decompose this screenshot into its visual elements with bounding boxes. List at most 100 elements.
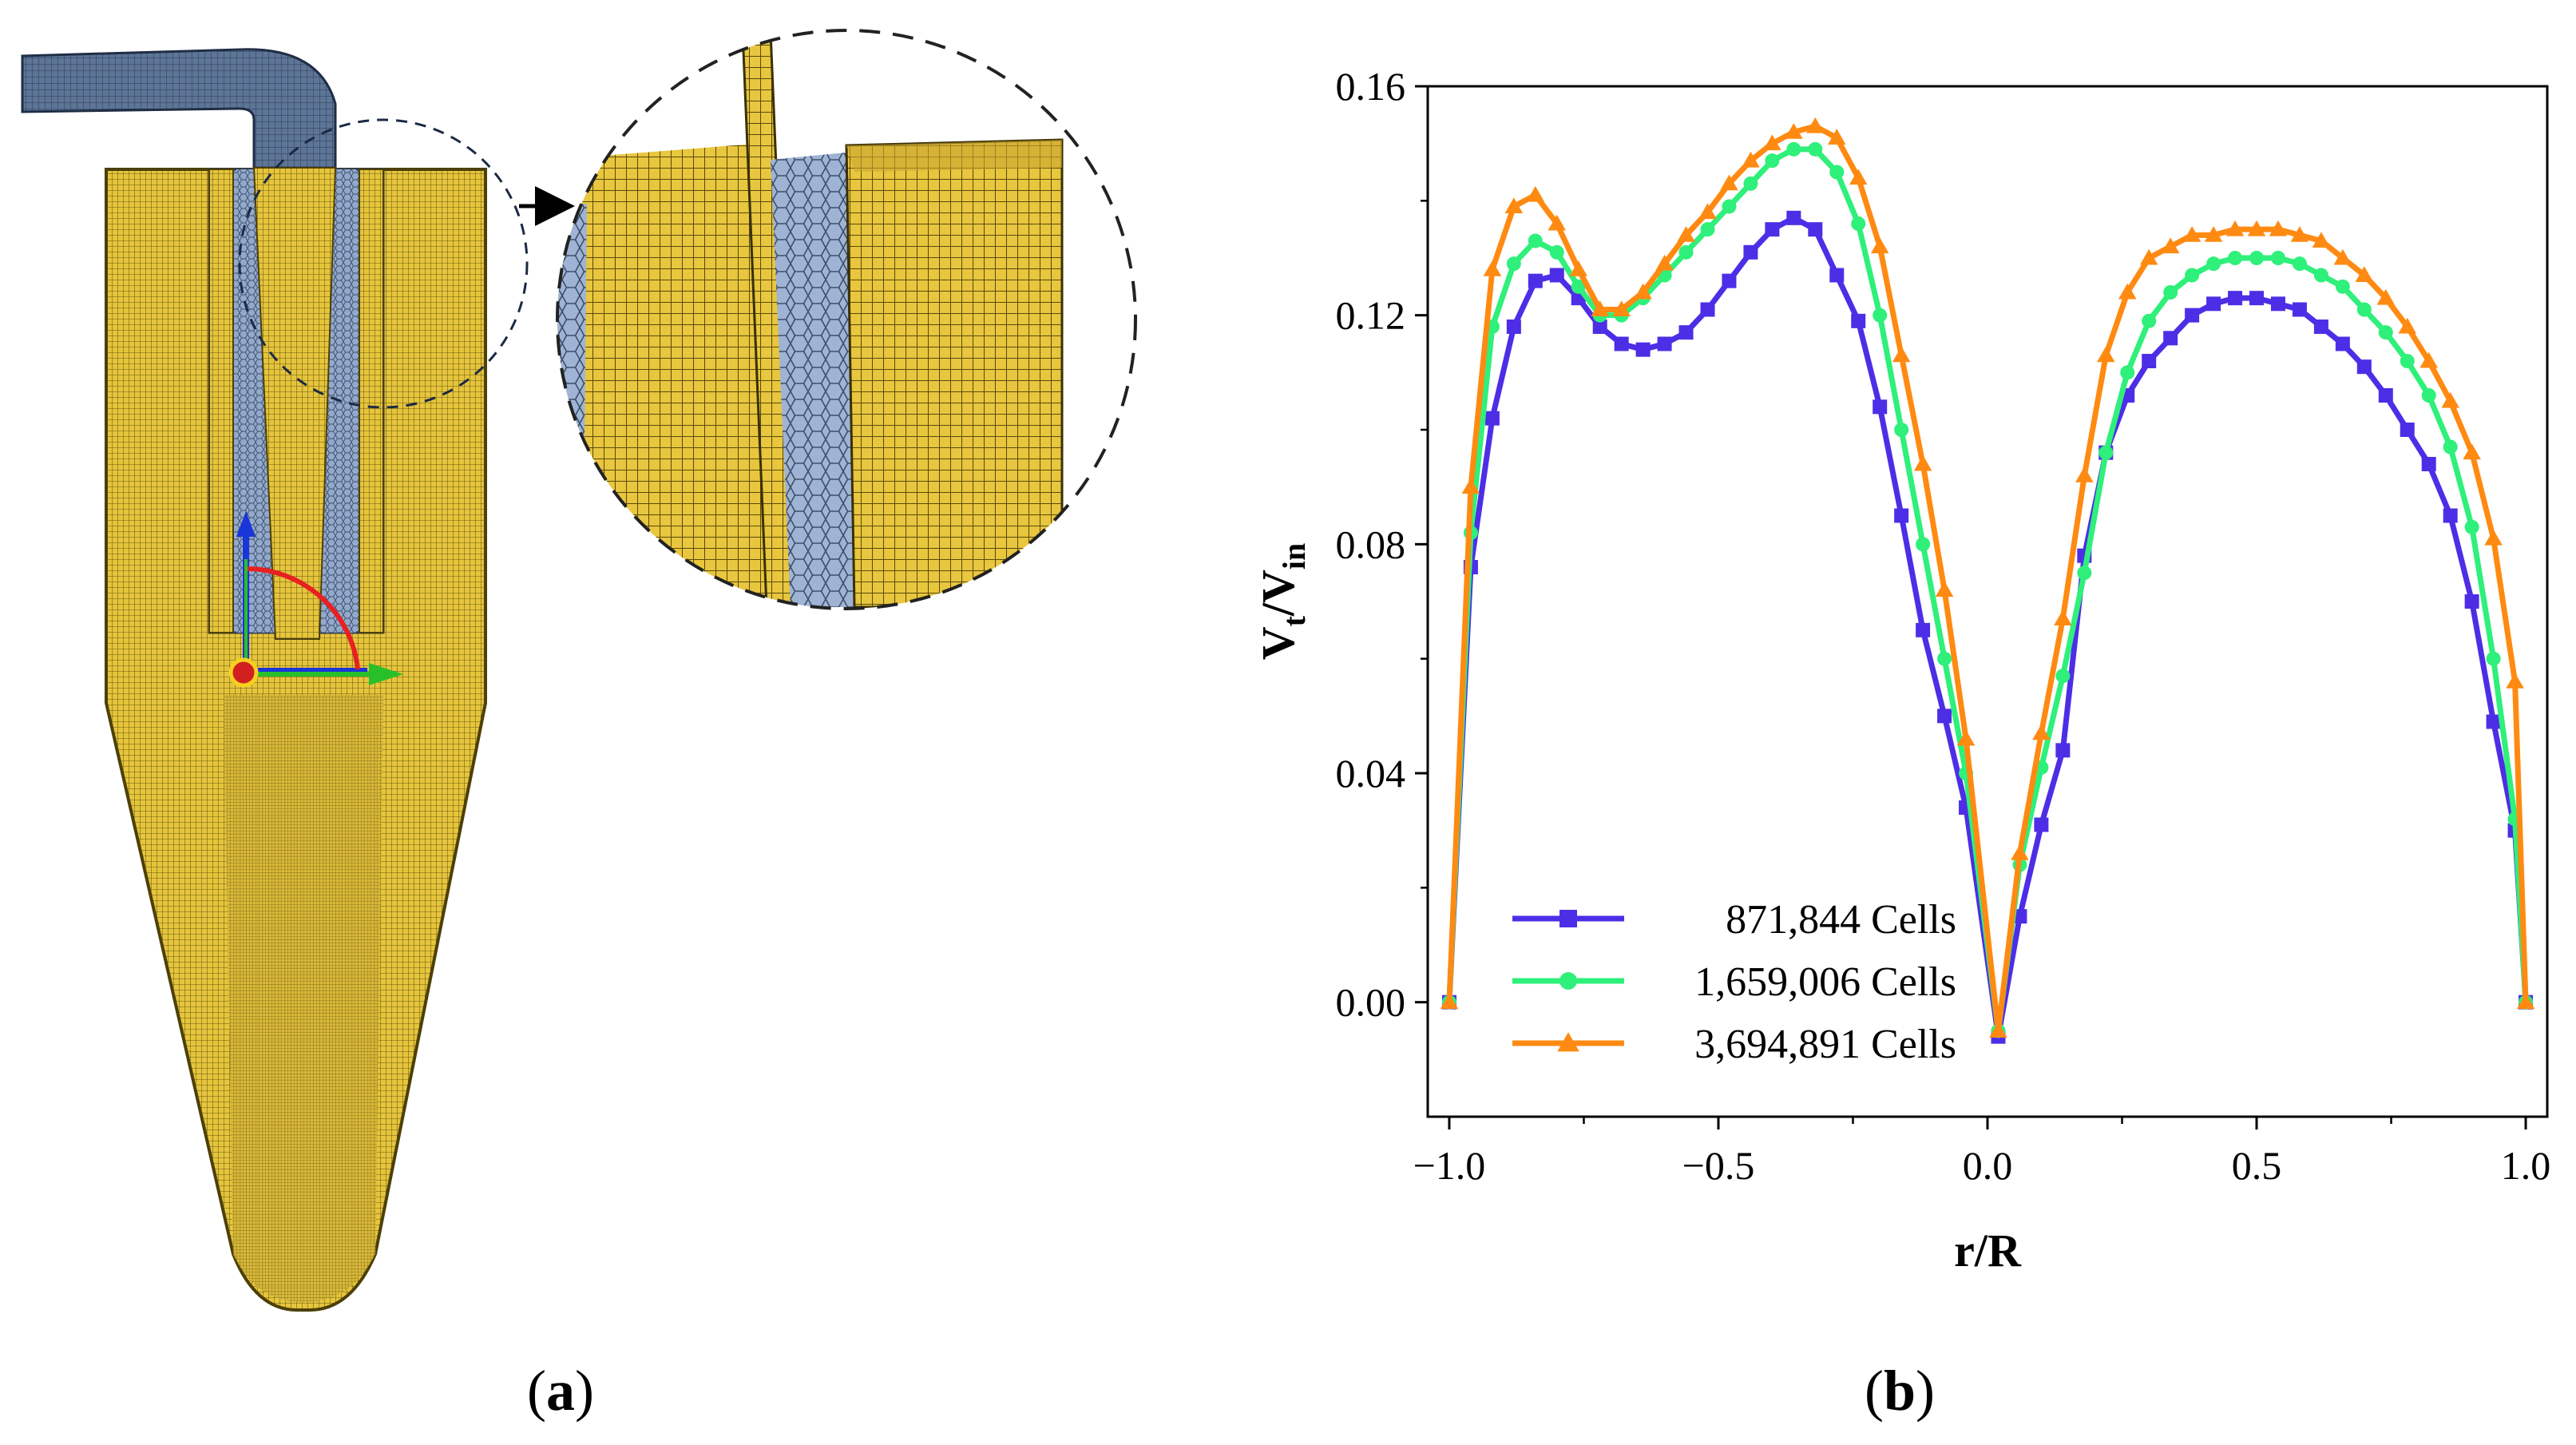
data-point bbox=[2142, 313, 2157, 328]
panel-b-chart: −1.0 −0.5 0.0 0.5 1.0 0.00 0.04 0.08 0.12 0.16 r… bbox=[1166, 0, 2576, 1441]
data-point bbox=[2378, 388, 2393, 403]
legend-swatch-marker bbox=[1559, 910, 1577, 927]
legend-swatch-marker bbox=[1557, 1032, 1579, 1052]
data-point bbox=[2269, 220, 2288, 236]
data-point bbox=[1829, 268, 1845, 283]
data-point bbox=[2484, 529, 2503, 546]
data-point bbox=[2486, 714, 2501, 729]
legend-entry: 3,694,891 Cells bbox=[1512, 1022, 1956, 1067]
data-point bbox=[2163, 285, 2178, 300]
data-point bbox=[1506, 320, 1521, 334]
data-point bbox=[2247, 220, 2266, 236]
legend-label: 1,659,006 Cells bbox=[1694, 959, 1956, 1005]
data-point bbox=[1635, 342, 1651, 357]
data-point bbox=[2228, 291, 2243, 306]
data-point bbox=[2335, 279, 2350, 294]
vortex-finder bbox=[208, 167, 385, 640]
legend-label: 3,694,891 Cells bbox=[1694, 1022, 1956, 1067]
data-point bbox=[2464, 519, 2479, 534]
data-point bbox=[2118, 283, 2137, 300]
data-point bbox=[1892, 346, 1911, 363]
data-point bbox=[2356, 359, 2372, 375]
data-point bbox=[2398, 317, 2416, 334]
series-layer bbox=[1440, 117, 2535, 1044]
data-point bbox=[1612, 300, 1631, 316]
data-point bbox=[2206, 256, 2221, 272]
legend-entry: 871,844 Cells bbox=[1512, 897, 1956, 943]
y-tick-label: 0.00 bbox=[1336, 980, 1406, 1025]
data-point bbox=[1528, 273, 1543, 288]
data-point bbox=[1786, 141, 1801, 157]
data-point bbox=[1743, 244, 1758, 260]
data-point bbox=[2335, 336, 2350, 351]
data-point bbox=[1916, 537, 1931, 552]
data-point bbox=[2421, 388, 2436, 403]
data-point bbox=[1506, 256, 1521, 272]
data-point bbox=[2163, 331, 2178, 346]
data-point bbox=[1655, 254, 1674, 271]
data-point bbox=[2120, 365, 2135, 380]
data-point bbox=[2312, 232, 2331, 248]
data-point bbox=[1937, 709, 1952, 724]
velocity-profile-chart: −1.0 −0.5 0.0 0.5 1.0 0.00 0.04 0.08 0.12 0.16 r… bbox=[1252, 64, 2550, 1276]
data-point bbox=[1742, 151, 1760, 168]
data-point bbox=[2443, 508, 2458, 523]
data-point bbox=[1806, 117, 1825, 133]
data-point bbox=[2204, 226, 2223, 242]
panel-b-label: (b) bbox=[1865, 1358, 1935, 1424]
data-point bbox=[2464, 594, 2479, 609]
cyclone-body bbox=[105, 168, 487, 1312]
data-point bbox=[1440, 993, 1459, 1010]
data-point bbox=[2516, 993, 2535, 1010]
data-point bbox=[2292, 256, 2307, 272]
panel-b-label-open: ( bbox=[1865, 1359, 1884, 1423]
data-point bbox=[2161, 237, 2180, 254]
data-point bbox=[2292, 302, 2307, 317]
data-point bbox=[2486, 651, 2501, 666]
series-3 bbox=[1440, 117, 2535, 1038]
panel-a-label-open: ( bbox=[527, 1359, 546, 1423]
panel-a-mesh-figure: (a) bbox=[0, 0, 1166, 1441]
data-point bbox=[2249, 251, 2265, 265]
legend-swatch-marker bbox=[1559, 972, 1577, 990]
data-point bbox=[2075, 466, 2094, 482]
data-point bbox=[1870, 237, 1889, 254]
x-tick-label: 0.5 bbox=[2232, 1143, 2282, 1188]
data-point bbox=[1894, 508, 1909, 523]
data-point bbox=[2142, 354, 2157, 368]
panel-a-label-close: ) bbox=[574, 1359, 594, 1423]
data-point bbox=[1720, 174, 1738, 191]
data-point bbox=[1504, 197, 1524, 213]
data-point bbox=[1548, 214, 1567, 231]
data-point bbox=[2054, 609, 2072, 625]
panel-b-label-letter: b bbox=[1883, 1359, 1916, 1423]
y-axis-label-sub1: t bbox=[1276, 615, 1312, 626]
data-point bbox=[1765, 222, 1780, 237]
data-point bbox=[2421, 457, 2436, 471]
data-point bbox=[2182, 226, 2201, 242]
data-point bbox=[2376, 288, 2396, 305]
data-point bbox=[2011, 844, 2029, 860]
data-point bbox=[1678, 244, 1694, 260]
data-point bbox=[1569, 260, 1587, 276]
panel-a-label: (a) bbox=[527, 1358, 594, 1424]
data-point bbox=[2313, 268, 2328, 283]
data-point bbox=[2139, 248, 2158, 265]
data-point bbox=[2270, 296, 2285, 312]
data-point bbox=[1614, 336, 1629, 351]
coordinate-triad bbox=[228, 511, 403, 688]
data-point bbox=[1634, 283, 1652, 300]
data-point bbox=[1916, 622, 1931, 637]
data-point bbox=[1873, 308, 1888, 323]
legend-entry: 1,659,006 Cells bbox=[1512, 959, 1956, 1005]
data-point bbox=[2055, 669, 2071, 684]
data-point bbox=[1549, 244, 1564, 260]
data-point bbox=[1989, 1022, 2007, 1038]
data-point bbox=[1528, 233, 1543, 248]
y-axis-label-sub2: in bbox=[1276, 543, 1312, 570]
data-point bbox=[1785, 123, 1803, 139]
data-point bbox=[1829, 165, 1845, 180]
data-point bbox=[1851, 216, 1866, 231]
data-point bbox=[1935, 581, 1954, 597]
data-point bbox=[1937, 651, 1952, 666]
